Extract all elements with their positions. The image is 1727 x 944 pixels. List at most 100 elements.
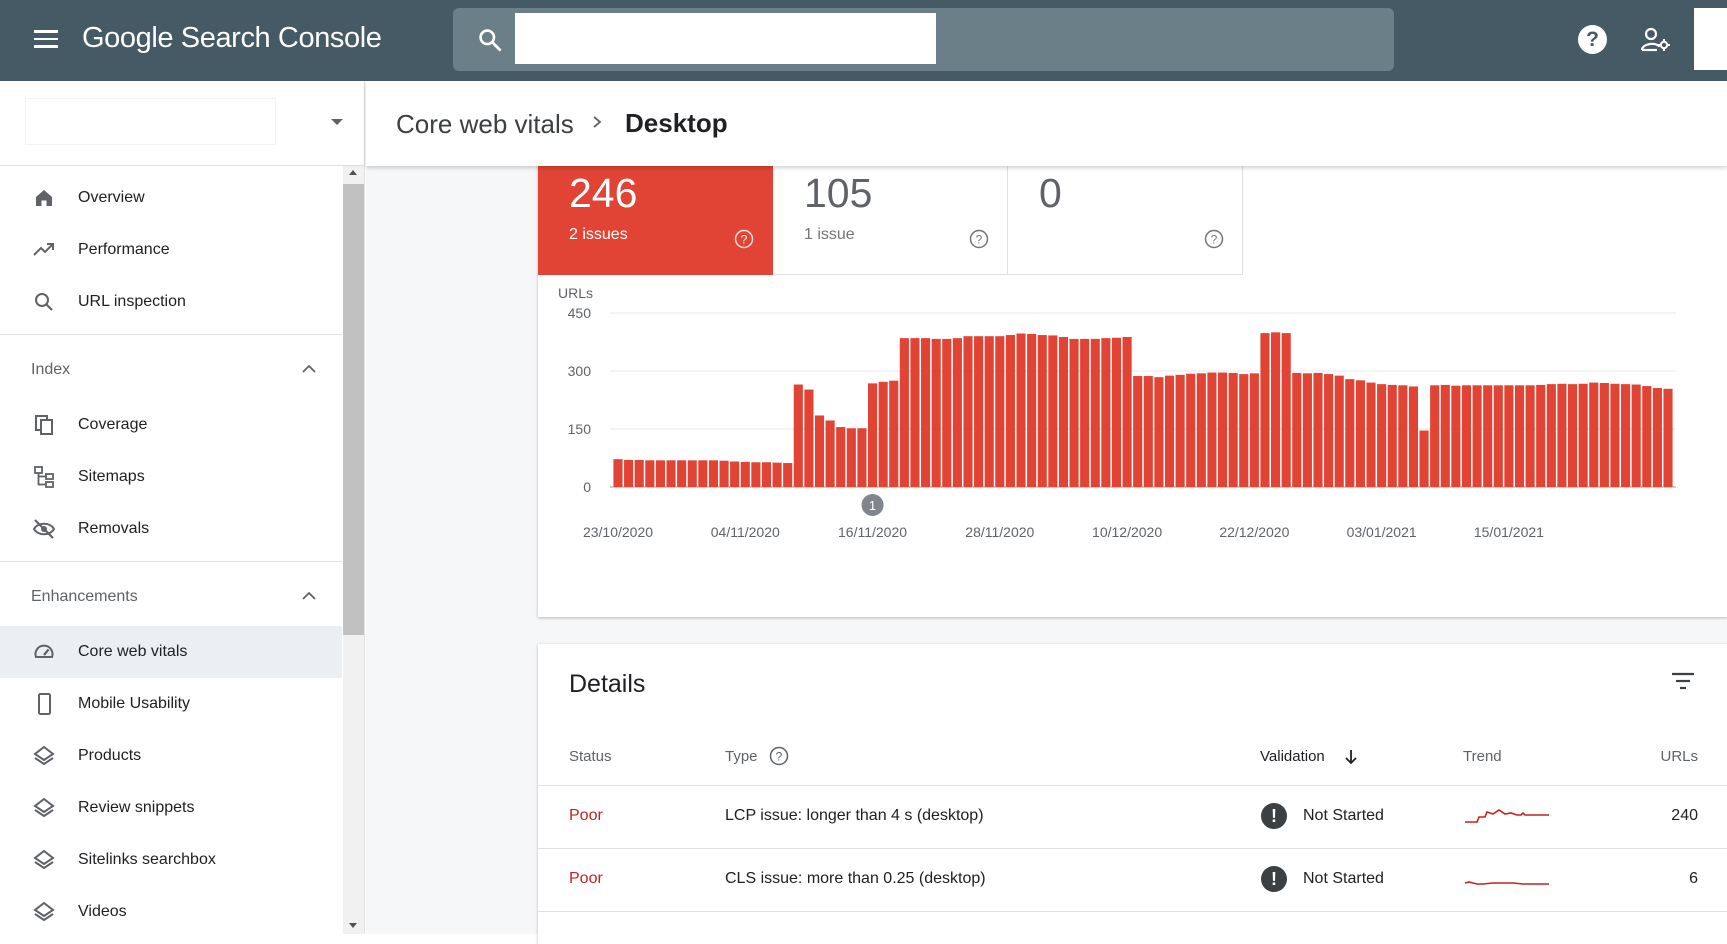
menu-icon[interactable] [34,30,58,50]
arrow-down-icon[interactable] [1344,749,1358,765]
help-icon[interactable]: ? [1578,25,1607,54]
chart-bar [963,336,973,487]
chart-bar [1313,372,1323,487]
table-header: Status Type ? Validation Trend URLs [538,728,1727,786]
help-circle-icon[interactable]: ? [734,229,754,249]
chart-bar [1164,375,1175,487]
chart-bar [1217,372,1228,487]
col-status[interactable]: Status [569,748,612,765]
sidebar-item-coverage[interactable]: Coverage [0,399,342,451]
section-label: Enhancements [31,588,138,605]
chart-bar [1430,385,1440,487]
alert-icon: ! [1261,866,1287,892]
annotation-marker [861,494,884,516]
sidebar-item-url-inspection[interactable]: URL inspection [0,276,342,328]
chart-bar [1271,332,1281,487]
row-type: LCP issue: longer than 4 s (desktop) [725,807,984,824]
sidebar-scrollbar[interactable] [343,166,364,934]
chart-bar [1154,377,1164,487]
table-row[interactable]: Poor LCP issue: longer than 4 s (desktop… [538,786,1727,849]
chart-bar [1069,338,1079,487]
y-tick-label: 300 [568,363,592,379]
app-title-product: Search Console [173,22,382,54]
chart-bar [931,338,941,487]
chart-bar [1440,384,1450,487]
chart-bar [1514,385,1525,487]
chart-bar [1621,384,1631,487]
chart-bar [878,381,888,487]
sidebar-item-label: Products [78,747,142,764]
x-tick-label: 03/01/2021 [1347,524,1417,540]
chart-bar [846,428,856,487]
search-icon[interactable] [477,27,503,53]
col-validation[interactable]: Validation [1260,748,1325,765]
svg-text:?: ? [776,750,783,764]
chart-bar [1037,335,1047,487]
scrollbar-thumb[interactable] [343,184,364,635]
sidebar-item-sitemaps[interactable]: Sitemaps [0,451,342,503]
tile-good[interactable]: 0 ? [1008,156,1243,275]
sidebar-item-label: Sitemaps [78,468,145,485]
property-selector[interactable] [0,81,364,166]
top-app-bar: Google Search Console ? [0,0,1727,81]
chart-bar [1090,338,1100,487]
tile-needs-improvement[interactable]: 105 1 issue ? [773,156,1008,275]
breadcrumb-parent[interactable]: Core web vitals [396,109,574,139]
chart-bar [1186,373,1196,487]
sidebar-item-core-web-vitals[interactable]: Core web vitals [0,626,342,678]
filter-icon[interactable] [1670,671,1696,691]
tile-poor[interactable]: 246 2 issues ? [538,156,773,275]
search-bar[interactable] [453,8,1394,71]
chart-bar [952,338,962,487]
sidebar-item-label: Core web vitals [78,643,188,660]
chevron-up-icon[interactable] [302,591,316,601]
help-circle-icon[interactable]: ? [969,229,989,249]
scroll-down-arrow-icon[interactable] [349,923,357,928]
chart-bar [708,460,719,487]
help-circle-icon[interactable]: ? [769,746,789,766]
col-urls[interactable]: URLs [1660,748,1698,765]
section-enhancements[interactable]: Enhancements [0,568,342,626]
col-trend[interactable]: Trend [1463,748,1502,765]
scroll-up-arrow-icon[interactable] [349,170,357,175]
sidebar-item-videos[interactable]: Videos [0,886,342,934]
chart-bar [1387,384,1397,487]
section-label: Index [31,361,71,378]
row-status: Poor [569,870,603,887]
col-type[interactable]: Type [725,748,758,765]
svg-text:?: ? [1211,233,1218,247]
chart-bar [761,462,772,487]
sidebar-item-mobile-usability[interactable]: Mobile Usability [0,678,342,730]
chart-bar [613,459,623,487]
sidebar-item-products[interactable]: Products [0,730,342,782]
sidebar-nav: Overview Performance URL inspection Inde… [0,166,342,934]
account-area[interactable] [1694,8,1727,70]
sidebar-item-performance[interactable]: Performance [0,224,342,276]
table-row[interactable]: Poor CLS issue: more than 0.25 (desktop)… [538,849,1727,912]
chart-bar [1355,380,1365,487]
help-circle-icon[interactable]: ? [1204,229,1224,249]
sidebar-item-overview[interactable]: Overview [0,172,342,224]
chevron-up-icon[interactable] [302,364,316,374]
dropdown-caret-icon[interactable] [331,119,343,125]
sidebar-item-review-snippets[interactable]: Review snippets [0,782,342,834]
y-axis-label: URLs [558,285,593,301]
app-title[interactable]: Google Search Console [82,22,382,55]
good-count: 0 [1039,170,1062,216]
trend-sparkline [1464,881,1549,885]
chart-bar [751,462,761,487]
app-title-google: Google [82,22,174,54]
sidebar-item-sitelinks-searchbox[interactable]: Sitelinks searchbox [0,834,342,886]
property-name[interactable] [26,99,275,144]
sidebar-item-removals[interactable]: Removals [0,503,342,555]
sitemap-icon [34,466,54,488]
chart-bar [804,389,814,487]
user-settings-icon[interactable] [1640,25,1672,55]
chart-bar [1196,373,1206,487]
chart-bar [1111,337,1122,487]
section-index[interactable]: Index [0,341,342,399]
chart-bar [1578,383,1588,487]
chart-bar [814,415,825,487]
chart-bar [1207,372,1217,487]
search-input[interactable] [515,13,936,64]
